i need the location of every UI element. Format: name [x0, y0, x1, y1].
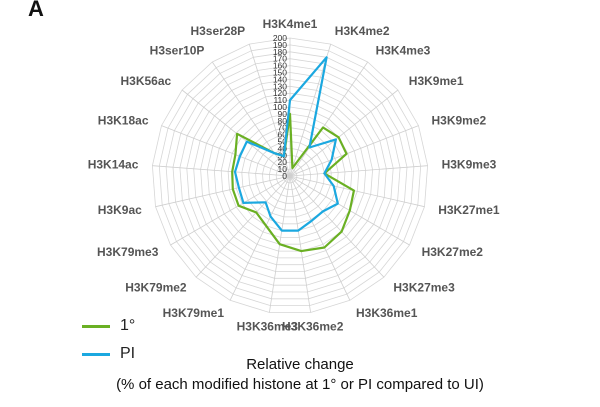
tick-label-0: 0 [282, 171, 287, 181]
legend-item-2: PI [82, 342, 135, 366]
grid-ring-120 [206, 92, 374, 259]
spoke-H3K9ac [155, 175, 291, 208]
grid-ring-50 [255, 141, 325, 211]
axis-label-H3K79me3: H3K79me3 [97, 245, 159, 259]
spoke-H3K56ac [181, 89, 291, 177]
grid-ring-170 [172, 58, 408, 293]
axis-label-H3K4me2: H3K4me2 [335, 24, 390, 38]
tick-label-50: 50 [278, 137, 288, 147]
grid-ring-190 [158, 44, 422, 307]
spoke-H3K79me3 [170, 175, 291, 246]
grid-ring-100 [220, 106, 360, 245]
tick-label-160: 160 [273, 61, 287, 71]
axis-label-H3K14ac: H3K14ac [88, 158, 139, 172]
spoke-H3K4me3 [289, 61, 369, 177]
axis-label-H3K36me3: H3K36me3 [237, 319, 299, 333]
tick-label-150: 150 [273, 68, 287, 78]
legend: 1° PI [82, 314, 135, 370]
grid-ring-180 [165, 51, 415, 300]
spoke-H3K9me1 [289, 89, 399, 177]
grid-ring-30 [268, 154, 312, 197]
grid-ring-20 [275, 161, 305, 191]
tick-label-170: 170 [273, 54, 287, 64]
spoke-H3K9me3 [289, 165, 428, 177]
grid-ring-140 [193, 78, 387, 272]
spoke-H3K79me1 [229, 175, 291, 301]
grid-ring-150 [186, 72, 394, 279]
spoke-H3K36me1 [289, 175, 351, 301]
tick-label-80: 80 [278, 116, 288, 126]
axis-label-H3K9me1: H3K9me1 [409, 74, 464, 88]
spoke-H3K18ac [161, 125, 291, 177]
axis-label-H3K27me2: H3K27me2 [422, 245, 484, 259]
axis-label-H3K36me1: H3K36me1 [356, 306, 418, 320]
axis-label-H3K27me3: H3K27me3 [393, 280, 455, 294]
tick-label-90: 90 [278, 109, 288, 119]
spoke-H3K79me2 [195, 175, 291, 278]
grid-ring-70 [241, 127, 339, 225]
spoke-H3K14ac [152, 165, 291, 177]
axis-label-H3K18ac: H3K18ac [98, 114, 149, 128]
axis-label-H3K9me2: H3K9me2 [432, 114, 487, 128]
panel-label: A [28, 0, 44, 21]
axis-label-H3K36me2: H3K36me2 [282, 319, 344, 333]
legend-label-pi: PI [120, 345, 136, 362]
grid-ring-40 [262, 147, 318, 204]
axis-label-H3K9me3: H3K9me3 [442, 158, 497, 172]
grid-ring-10 [282, 168, 298, 184]
grid-ring-160 [179, 65, 401, 286]
axis-label-H3K56ac: H3K56ac [120, 74, 171, 88]
axis-label-H3K9ac: H3K9ac [98, 203, 142, 217]
tick-label-190: 190 [273, 40, 287, 50]
axis-label-H3ser28P: H3ser28P [190, 24, 245, 38]
tick-label-180: 180 [273, 47, 287, 57]
axis-label-H3K79me2: H3K79me2 [125, 280, 187, 294]
legend-label-primary: 1° [120, 317, 136, 334]
tick-label-10: 10 [278, 164, 288, 174]
legend-item-1: 1° [82, 314, 135, 338]
spoke-H3K27me1 [289, 175, 425, 208]
tick-label-60: 60 [278, 130, 288, 140]
tick-label-130: 130 [273, 81, 287, 91]
axis-label-H3K4me1: H3K4me1 [263, 17, 318, 31]
caption-title: Relative change [246, 356, 354, 373]
tick-label-140: 140 [273, 74, 287, 84]
spoke-H3K27me3 [289, 175, 385, 278]
tick-label-20: 20 [278, 157, 288, 167]
axis-label-H3K79me1: H3K79me1 [163, 306, 225, 320]
legend-swatch-pi [82, 352, 110, 356]
tick-label-200: 200 [273, 33, 287, 43]
series-line-primary [231, 112, 355, 253]
series-line-pi [233, 56, 339, 232]
axis-label-H3K4me3: H3K4me3 [376, 43, 431, 57]
tick-label-40: 40 [278, 143, 288, 153]
grid-ring-200 [151, 37, 429, 313]
grid-ring-110 [213, 99, 367, 252]
grid-ring-130 [200, 85, 380, 266]
spoke-H3K9me2 [289, 125, 419, 177]
tick-label-70: 70 [278, 123, 288, 133]
caption-subtitle: (% of each modified histone at 1° or PI … [116, 376, 484, 393]
grid-ring-60 [248, 134, 332, 218]
spoke-H3ser10P [211, 61, 291, 177]
tick-label-120: 120 [273, 88, 287, 98]
spoke-H3K36me2 [289, 175, 311, 313]
legend-swatch-primary [82, 324, 110, 328]
tick-label-100: 100 [273, 102, 287, 112]
tick-label-110: 110 [273, 95, 287, 105]
axis-label-H3K27me1: H3K27me1 [438, 203, 500, 217]
axis-label-H3ser10P: H3ser10P [150, 43, 205, 57]
